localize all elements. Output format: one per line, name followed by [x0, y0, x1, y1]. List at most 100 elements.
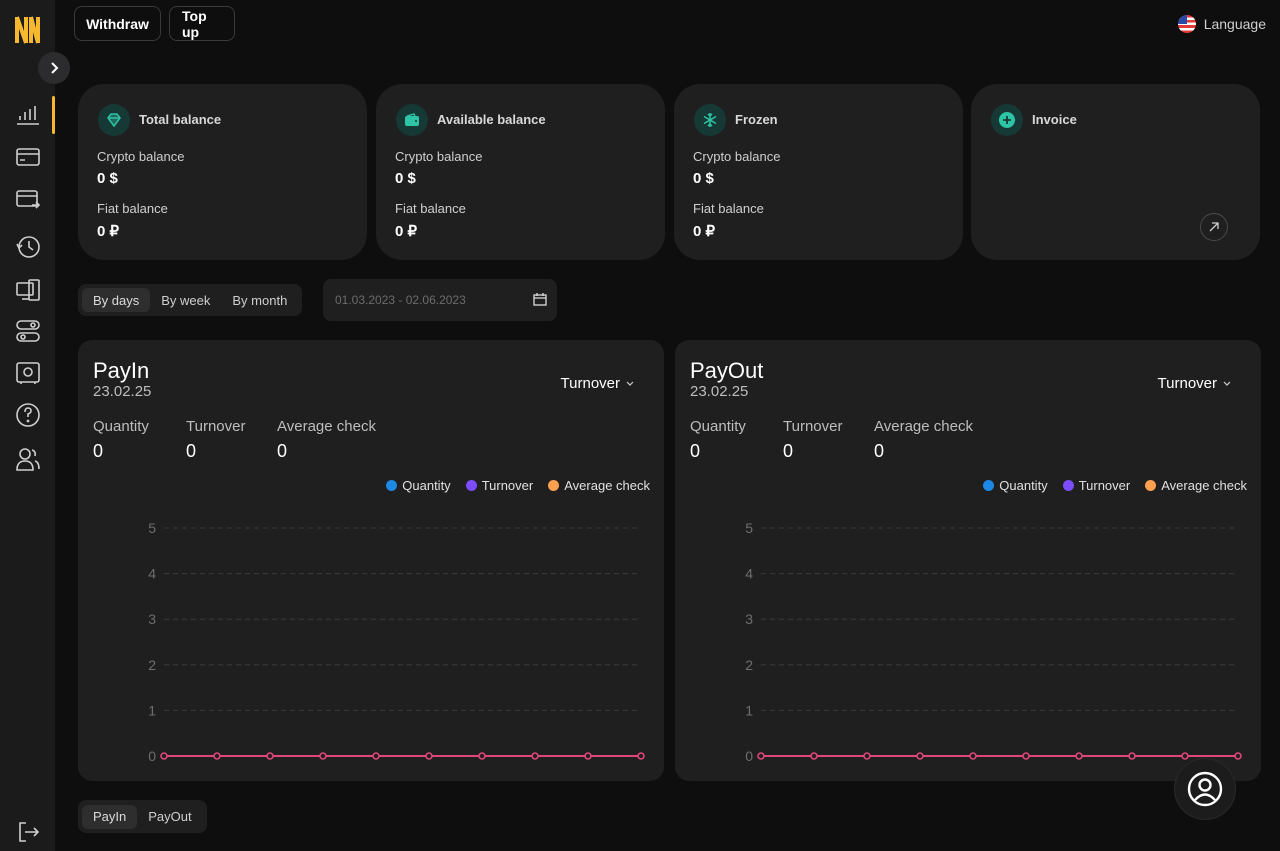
fiat-balance-value: 0 ₽ [97, 223, 120, 240]
metric-dropdown[interactable]: Turnover [561, 375, 634, 392]
chevron-down-icon [626, 381, 634, 386]
data-point [1022, 752, 1030, 760]
data-point [637, 752, 645, 760]
y-tick-label: 3 [745, 611, 753, 627]
y-tick-label: 0 [745, 748, 753, 764]
data-point [810, 752, 818, 760]
legend-item-quantity[interactable]: Quantity [386, 478, 451, 493]
metric-turnover-value: 0 [783, 441, 794, 461]
fiat-balance-label: Fiat balance [97, 201, 168, 216]
plus-icon [991, 104, 1023, 136]
y-tick-label: 4 [148, 566, 156, 582]
card-transfer-icon [16, 190, 41, 209]
data-point [1128, 752, 1136, 760]
legend-item-average-check[interactable]: Average check [548, 478, 650, 493]
data-point [213, 752, 221, 760]
devices-icon [16, 279, 40, 301]
payin-panel: PayIn 23.02.25 Turnover Quantity 0 Turno… [78, 340, 664, 781]
tab-payout[interactable]: PayOut [148, 809, 192, 824]
metric-turnover-label: Turnover [783, 418, 843, 435]
sidebar-toggle-button[interactable] [38, 52, 70, 84]
payout-chart: 0 1 2 3 4 5 [745, 520, 1242, 764]
credit-card-icon [16, 148, 40, 166]
data-point [969, 752, 977, 760]
metric-average-check-value: 0 [874, 441, 885, 461]
arrow-up-right-icon [1209, 222, 1219, 232]
y-tick-label: 4 [745, 566, 753, 582]
us-flag-icon [1177, 15, 1196, 33]
dropdown-label: Turnover [560, 375, 620, 392]
history-icon [16, 236, 40, 258]
nav-item-settings[interactable] [12, 315, 44, 347]
user-circle-icon [1187, 771, 1223, 807]
chart-legend: Quantity Turnover Average check [386, 478, 650, 493]
language-label: Language [1203, 16, 1266, 32]
help-icon [16, 403, 40, 427]
card-frozen: Frozen Crypto balance 0 $ Fiat balance 0… [674, 84, 963, 260]
nav-item-history[interactable] [12, 231, 44, 263]
topup-button[interactable]: Top up [169, 6, 235, 41]
legend-item-turnover[interactable]: Turnover [465, 478, 533, 493]
metric-quantity-value: 0 [690, 441, 701, 461]
dropdown-label: Turnover [1157, 375, 1217, 392]
tab-payin[interactable]: PayIn [82, 804, 138, 829]
crypto-balance-value: 0 $ [693, 170, 714, 187]
card-title: Invoice [1032, 112, 1077, 127]
data-point [266, 752, 274, 760]
withdraw-button[interactable]: Withdraw [74, 6, 161, 41]
fiat-balance-value: 0 ₽ [395, 223, 418, 240]
nav-item-devices[interactable] [12, 274, 44, 306]
data-point [319, 752, 327, 760]
nav-item-safe[interactable] [12, 357, 44, 389]
data-point [1181, 752, 1189, 760]
period-by-days[interactable]: By days [82, 288, 151, 312]
nav-item-help[interactable] [12, 399, 44, 431]
data-point [372, 752, 380, 760]
users-icon [16, 448, 40, 471]
date-range-picker[interactable]: 01.03.2023 - 02.06.2023 [323, 279, 557, 321]
panel-title: PayIn [93, 358, 150, 383]
metric-dropdown[interactable]: Turnover [1158, 375, 1231, 392]
metric-quantity-label: Quantity [93, 418, 149, 435]
card-total-balance: Total balance Crypto balance 0 $ Fiat ba… [78, 84, 367, 260]
sidebar [0, 0, 55, 851]
fiat-balance-value: 0 ₽ [693, 223, 716, 240]
bar-chart-icon [17, 106, 39, 125]
nav-item-transfers[interactable] [12, 183, 44, 215]
card-title: Available balance [437, 112, 546, 127]
y-tick-label: 5 [745, 520, 753, 536]
data-point [916, 752, 924, 760]
data-point [863, 752, 871, 760]
crypto-balance-label: Crypto balance [395, 149, 483, 164]
y-tick-label: 1 [148, 702, 156, 718]
period-by-week[interactable]: By week [161, 292, 211, 308]
metric-turnover-value: 0 [186, 441, 197, 461]
panel-title: PayOut [690, 358, 764, 383]
invoice-open-button[interactable] [1200, 213, 1228, 241]
profile-button[interactable] [1175, 759, 1235, 819]
data-point [531, 752, 539, 760]
metric-average-check-value: 0 [277, 441, 288, 461]
legend-item-quantity[interactable]: Quantity [983, 478, 1048, 493]
data-point [1234, 752, 1242, 760]
legend-item-turnover[interactable]: Turnover [1062, 478, 1130, 493]
logout-button[interactable] [12, 816, 44, 848]
fiat-balance-label: Fiat balance [693, 201, 764, 216]
crypto-balance-label: Crypto balance [97, 149, 185, 164]
nav-item-dashboard[interactable] [12, 96, 55, 134]
metric-average-check-label: Average check [874, 418, 973, 435]
nav-item-cards[interactable] [12, 141, 44, 173]
data-point [478, 752, 486, 760]
language-selector[interactable]: Language [1177, 14, 1266, 34]
crypto-balance-value: 0 $ [97, 170, 118, 187]
panel-date: 23.02.25 [93, 383, 152, 400]
y-tick-label: 5 [148, 520, 156, 536]
chevron-down-icon [1223, 381, 1231, 386]
fiat-balance-label: Fiat balance [395, 201, 466, 216]
gem-icon [98, 104, 130, 136]
y-tick-label: 2 [148, 657, 156, 673]
period-by-month[interactable]: By month [232, 292, 288, 308]
nav-item-users[interactable] [12, 443, 44, 475]
legend-item-average-check[interactable]: Average check [1145, 478, 1247, 493]
card-title: Total balance [139, 112, 222, 127]
